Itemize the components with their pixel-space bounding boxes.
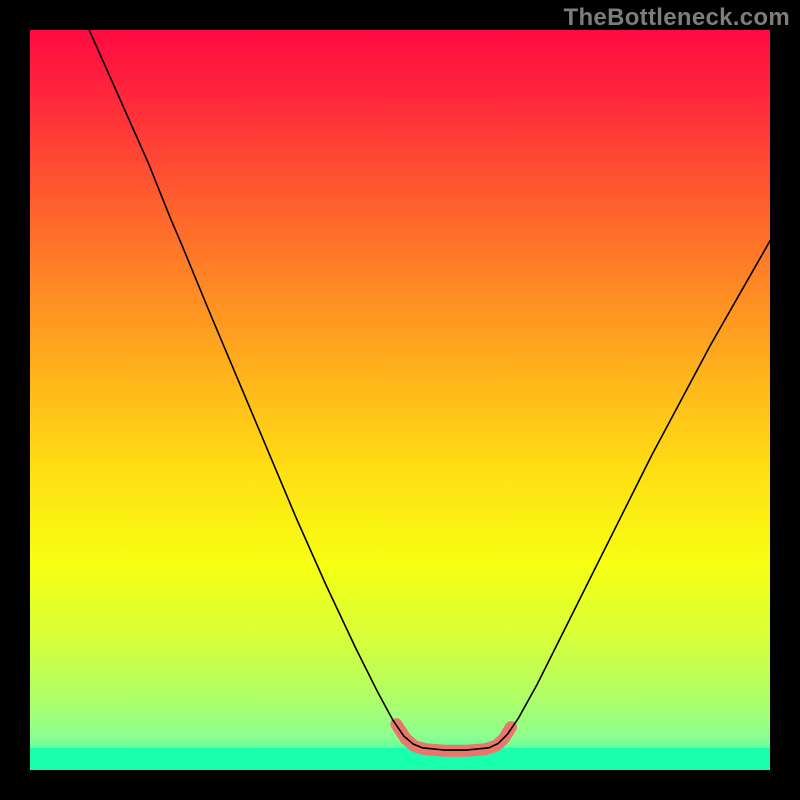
plot-area: [30, 30, 770, 770]
chart-frame: TheBottleneck.com: [0, 0, 800, 800]
gradient-background: [30, 30, 770, 770]
plot-svg: [30, 30, 770, 770]
bottom-green-band: [30, 748, 770, 770]
watermark-text: TheBottleneck.com: [564, 4, 790, 32]
